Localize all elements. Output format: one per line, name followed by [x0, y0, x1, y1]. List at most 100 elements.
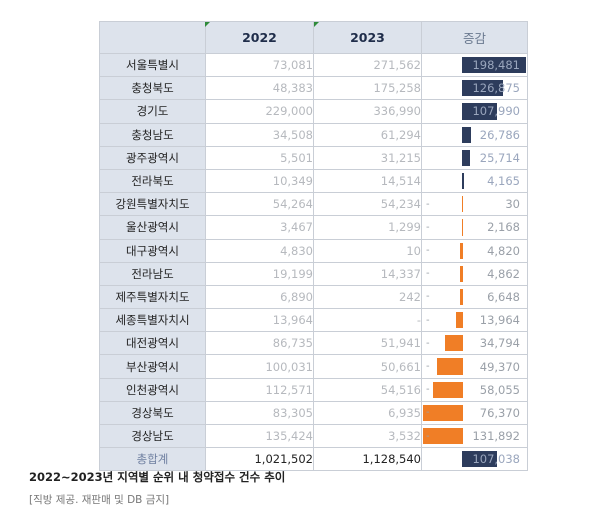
region-name: 제주특별자치도	[99, 284, 206, 310]
negative-sign: -	[426, 291, 430, 303]
figure-caption: 2022~2023년 지역별 순위 내 청약접수 건수 추이	[29, 470, 286, 484]
value-2023: 242	[313, 284, 422, 310]
value-2023: 14,514	[313, 168, 422, 194]
region-name: 인천광역시	[99, 377, 206, 402]
value-2022: 229,000	[205, 99, 314, 124]
change-cell: - 13,964	[421, 308, 528, 333]
value-2022: 100,031	[205, 354, 314, 379]
value-2022: 73,081	[205, 52, 314, 78]
cell-note-marker	[205, 22, 210, 27]
negative-sign: -	[426, 430, 430, 442]
value-2023: 54,234	[313, 192, 422, 217]
source-note: [직방 제공. 재판매 및 DB 금지]	[29, 494, 170, 506]
total-row: 총합계 1,021,502 1,128,540 107,038	[99, 447, 528, 472]
change-value: 30	[505, 197, 520, 212]
table-row: 전라남도 19,199 14,337- 4,862	[99, 261, 528, 286]
increase-bar	[462, 149, 471, 166]
value-2023: 54,516	[313, 377, 422, 402]
value-2022: 10,349	[205, 168, 314, 194]
value-2023: 3,532	[313, 423, 422, 449]
region-name: 대전광역시	[99, 331, 206, 356]
table-row: 광주광역시 5,501 31,215 25,714	[99, 145, 528, 170]
change-cell: 107,990	[421, 99, 528, 124]
value-2022: 83,305	[205, 400, 314, 426]
negative-sign: -	[426, 221, 430, 233]
value-2022: 86,735	[205, 331, 314, 356]
header-2022: 2022	[205, 21, 314, 54]
value-2022: 5,501	[205, 145, 314, 170]
table-body: 서울특별시 73,081 271,562 198,481 충청북도 48,383 175,2…	[99, 52, 528, 472]
table-row: 전라북도 10,349 14,514 4,165	[99, 168, 528, 194]
negative-sign: -	[426, 337, 430, 349]
increase-bar	[462, 172, 464, 190]
negative-sign: -	[426, 245, 430, 257]
change-cell: - 30	[421, 192, 528, 217]
change-value: 49,370	[479, 359, 520, 374]
table-row: 충청북도 48,383 175,258 126,875	[99, 76, 528, 101]
decrease-bar	[461, 196, 463, 213]
region-name: 대구광역시	[99, 238, 206, 263]
table-row: 강원특별자치도 54,264 54,234- 30	[99, 192, 528, 217]
value-2023: 1,299	[313, 215, 422, 240]
change-cell: - 49,370	[421, 354, 528, 379]
change-cell: 198,481	[421, 52, 528, 78]
change-cell: - 4,862	[421, 261, 528, 286]
region-name: 광주광역시	[99, 145, 206, 170]
decrease-bar	[461, 219, 463, 236]
region-name: 경상남도	[99, 423, 206, 449]
table-row: 제주특별자치도 6,890 242- 6,648	[99, 284, 528, 310]
header-2023: 2023	[313, 21, 422, 54]
value-2023: 31,215	[313, 145, 422, 170]
table-row: 세종특별자치시 13,964 - -13,964	[99, 308, 528, 333]
value-2022: 112,571	[205, 377, 314, 402]
change-cell: - 4,820	[421, 238, 528, 263]
decrease-bar	[455, 312, 463, 329]
cell-note-marker	[314, 22, 319, 27]
region-name: 세종특별자치시	[99, 308, 206, 333]
region-name: 충청남도	[99, 122, 206, 147]
change-cell: - 76,370	[421, 400, 528, 426]
negative-sign: -	[426, 198, 430, 210]
region-name: 충청북도	[99, 76, 206, 101]
change-value: 198,481	[472, 58, 520, 73]
change-value: 6,648	[487, 289, 520, 304]
region-name: 서울특별시	[99, 52, 206, 78]
table-row: 부산광역시 100,031 50,661- 49,370	[99, 354, 528, 379]
region-change-table: 2022 2023 증감 서울특별시 73,081 271,562 198,481 충청…	[99, 21, 528, 472]
negative-sign: -	[426, 384, 430, 396]
value-2022: 34,508	[205, 122, 314, 147]
change-cell: 26,786	[421, 122, 528, 147]
value-2022: 3,467	[205, 215, 314, 240]
change-value: 4,862	[487, 266, 520, 281]
value-2023: 14,337	[313, 261, 422, 286]
negative-sign: -	[426, 361, 430, 373]
change-value: 107,038	[472, 452, 520, 467]
value-2022: 13,964	[205, 308, 314, 333]
change-value: 25,714	[479, 150, 520, 165]
table-row: 경기도 229,000 336,990 107,990	[99, 99, 528, 124]
negative-sign: -	[426, 268, 430, 280]
change-cell: - 6,648	[421, 284, 528, 310]
region-name: 경상북도	[99, 400, 206, 426]
change-value: 131,892	[472, 429, 520, 444]
decrease-bar	[459, 288, 463, 306]
header-change: 증감	[421, 21, 528, 54]
change-value: 76,370	[479, 405, 520, 420]
change-cell: 25,714	[421, 145, 528, 170]
region-name: 울산광역시	[99, 215, 206, 240]
change-cell: 107,038	[421, 447, 528, 472]
decrease-bar	[432, 381, 463, 398]
value-2023: 50,661	[313, 354, 422, 379]
change-value: 126,875	[472, 81, 520, 96]
region-name: 경기도	[99, 99, 206, 124]
value-2022: 135,424	[205, 423, 314, 449]
value-2022: 1,021,502	[205, 447, 314, 472]
table-row: 대구광역시 4,830 10- 4,820	[99, 238, 528, 263]
negative-sign: -	[426, 314, 430, 326]
change-cell: - 34,794	[421, 331, 528, 356]
increase-bar	[462, 80, 504, 97]
header-region	[99, 21, 206, 54]
decrease-bar	[437, 358, 463, 375]
change-cell: - 2,168	[421, 215, 528, 240]
